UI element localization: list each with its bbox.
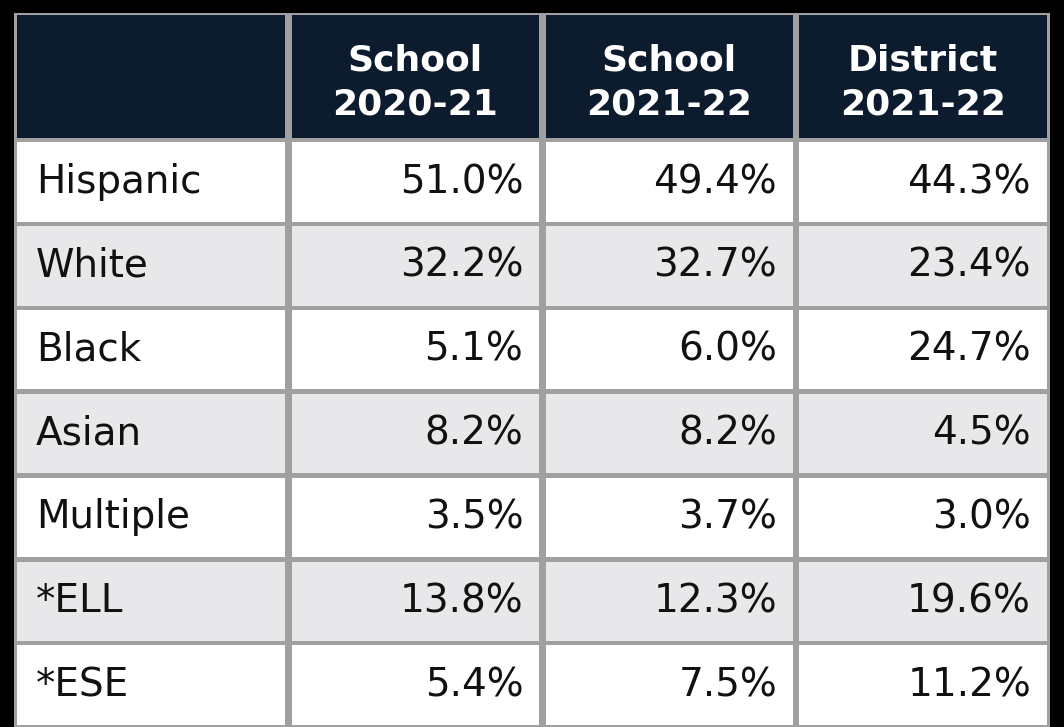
Bar: [292, 226, 539, 305]
Bar: [17, 142, 285, 222]
Text: 23.4%: 23.4%: [908, 247, 1031, 285]
Bar: [17, 646, 285, 725]
Bar: [17, 310, 285, 390]
Bar: [292, 15, 539, 138]
Bar: [799, 478, 1047, 557]
Bar: [799, 226, 1047, 305]
Text: 6.0%: 6.0%: [678, 331, 777, 369]
Bar: [17, 226, 285, 305]
Bar: [546, 142, 793, 222]
Bar: [546, 561, 793, 641]
Text: Black: Black: [36, 331, 142, 369]
Bar: [546, 478, 793, 557]
Bar: [799, 310, 1047, 390]
Bar: [17, 561, 285, 641]
Text: School: School: [602, 44, 737, 78]
Bar: [292, 310, 539, 390]
Text: Multiple: Multiple: [36, 499, 190, 537]
Bar: [292, 142, 539, 222]
Text: 3.0%: 3.0%: [932, 499, 1031, 537]
Bar: [17, 478, 285, 557]
Text: 49.4%: 49.4%: [653, 163, 777, 201]
Bar: [799, 394, 1047, 473]
Text: 13.8%: 13.8%: [400, 582, 523, 620]
Text: 3.5%: 3.5%: [425, 499, 523, 537]
Text: *ESE: *ESE: [36, 666, 130, 704]
Text: Hispanic: Hispanic: [36, 163, 202, 201]
Bar: [292, 646, 539, 725]
Bar: [799, 561, 1047, 641]
Text: 8.2%: 8.2%: [679, 414, 777, 453]
Text: Asian: Asian: [36, 414, 143, 453]
Text: 19.6%: 19.6%: [908, 582, 1031, 620]
Bar: [799, 646, 1047, 725]
Text: 5.1%: 5.1%: [425, 331, 523, 369]
Text: 7.5%: 7.5%: [679, 666, 777, 704]
Text: 44.3%: 44.3%: [908, 163, 1031, 201]
Text: 2020-21: 2020-21: [332, 88, 498, 122]
Bar: [17, 15, 285, 138]
Bar: [546, 15, 793, 138]
Bar: [799, 15, 1047, 138]
Text: 32.2%: 32.2%: [400, 247, 523, 285]
Text: 4.5%: 4.5%: [932, 414, 1031, 453]
Text: 11.2%: 11.2%: [908, 666, 1031, 704]
Text: 5.4%: 5.4%: [425, 666, 523, 704]
Bar: [546, 394, 793, 473]
Bar: [292, 561, 539, 641]
Bar: [546, 226, 793, 305]
Text: *ELL: *ELL: [36, 582, 123, 620]
Text: District: District: [848, 44, 998, 78]
Text: White: White: [36, 247, 149, 285]
Text: 8.2%: 8.2%: [425, 414, 523, 453]
Text: 12.3%: 12.3%: [653, 582, 777, 620]
Bar: [17, 394, 285, 473]
Text: 2021-22: 2021-22: [586, 88, 752, 122]
Bar: [546, 310, 793, 390]
Bar: [546, 646, 793, 725]
Bar: [292, 394, 539, 473]
Text: 51.0%: 51.0%: [400, 163, 523, 201]
Text: 2021-22: 2021-22: [841, 88, 1007, 122]
Bar: [292, 478, 539, 557]
Text: 24.7%: 24.7%: [908, 331, 1031, 369]
Text: 32.7%: 32.7%: [653, 247, 777, 285]
Text: 3.7%: 3.7%: [678, 499, 777, 537]
Bar: [799, 142, 1047, 222]
Text: School: School: [348, 44, 483, 78]
